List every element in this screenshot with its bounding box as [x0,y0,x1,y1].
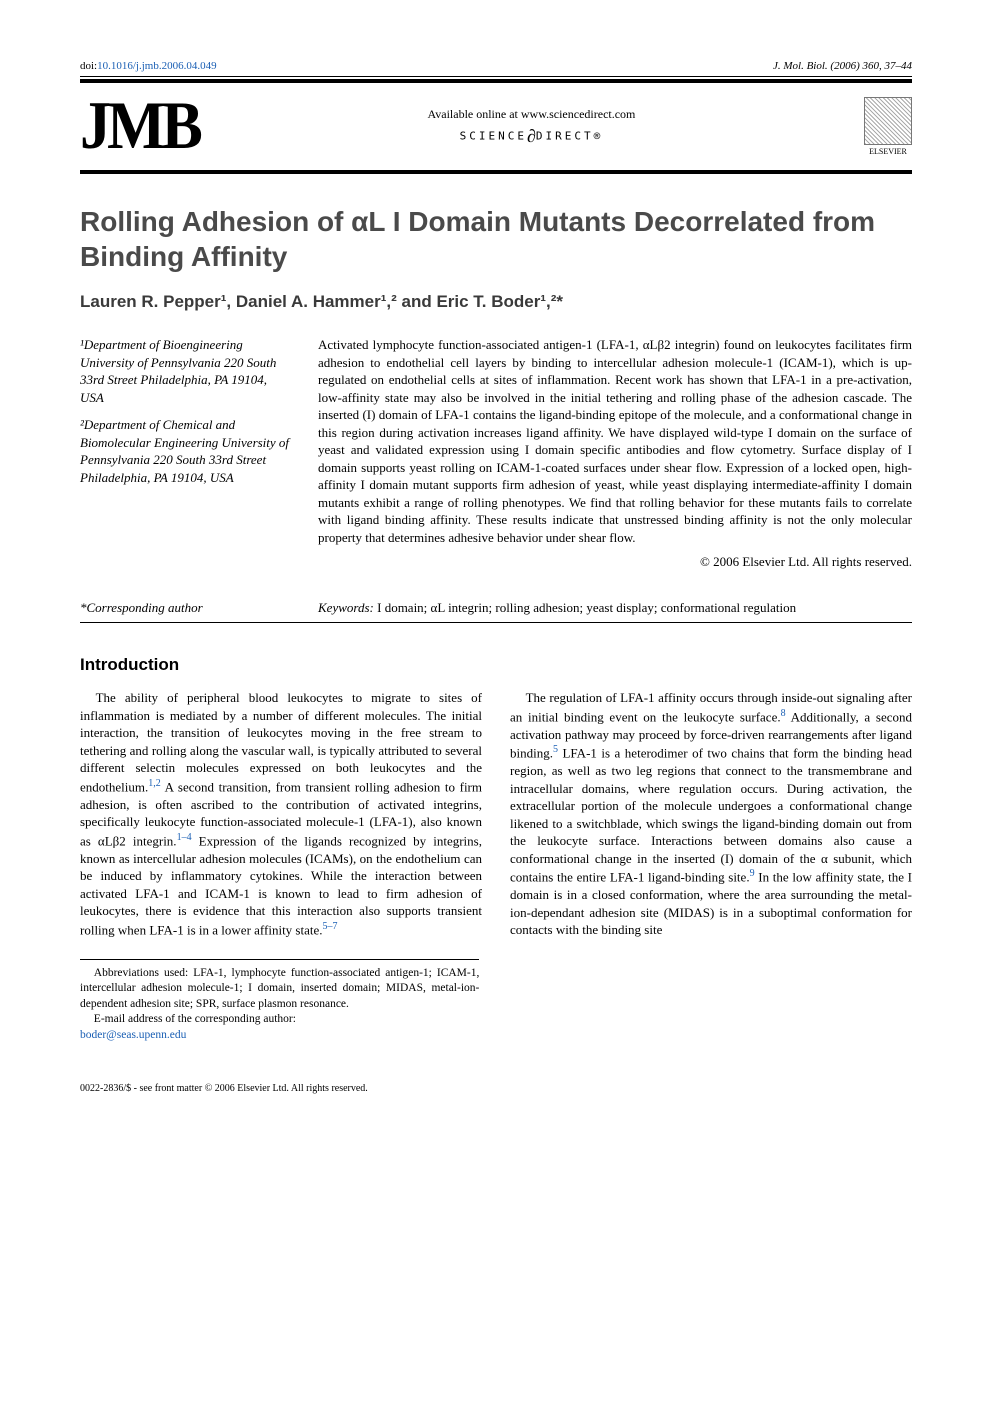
elsevier-tree-icon [864,97,912,145]
doi-prefix: doi: [80,60,97,72]
p1c: Expression of the ligands recognized by … [80,833,482,937]
footnotes: Abbreviations used: LFA-1, lymphocyte fu… [80,959,479,1044]
at-icon: ∂ [527,126,536,146]
sd-left: SCIENCE [460,129,527,142]
ref-link-3[interactable]: 5–7 [323,921,338,932]
corresponding-author-note: *Corresponding author [80,600,290,616]
email-label: E-mail address of the corresponding auth… [94,1013,296,1025]
doi-link[interactable]: 10.1016/j.jmb.2006.04.049 [97,60,216,72]
available-online-text: Available online at www.sciencedirect.co… [199,107,864,122]
abbreviations-note: Abbreviations used: LFA-1, lymphocyte fu… [80,966,479,1013]
author-list: Lauren R. Pepper¹, Daniel A. Hammer¹,² a… [80,292,912,312]
masthead: JMB Available online at www.sciencedirec… [80,79,912,174]
sd-right: DIRECT® [536,129,603,142]
keywords-row: *Corresponding author Keywords: I domain… [80,600,912,623]
article-title: Rolling Adhesion of αL I Domain Mutants … [80,204,912,274]
p2c: LFA-1 is a heterodimer of two chains tha… [510,745,912,884]
footer-copyright: 0022-2836/$ - see front matter © 2006 El… [80,1083,912,1094]
keywords: Keywords: I domain; αL integrin; rolling… [318,600,912,616]
elsevier-logo: ELSEVIER [864,97,912,156]
abstract-text: Activated lymphocyte function-associated… [318,337,912,545]
keywords-label: Keywords: [318,600,374,615]
affiliation-1: ¹Department of Bioengineering University… [80,336,290,406]
science-direct-logo: SCIENCE∂DIRECT® [199,126,864,147]
affiliation-2: ²Department of Chemical and Biomolecular… [80,416,290,486]
abstract: Activated lymphocyte function-associated… [318,336,912,570]
masthead-center: Available online at www.sciencedirect.co… [199,107,864,147]
jmb-logo: JMB [80,87,199,165]
meta-block: ¹Department of Bioengineering University… [80,336,912,570]
ref-link-2[interactable]: 1–4 [177,832,192,843]
doi-header: doi:10.1016/j.jmb.2006.04.049 J. Mol. Bi… [80,60,912,77]
copyright-line: © 2006 Elsevier Ltd. All rights reserved… [318,553,912,571]
body-text: The ability of peripheral blood leukocyt… [80,689,912,939]
doi-line: doi:10.1016/j.jmb.2006.04.049 [80,60,217,72]
corresponding-email-link[interactable]: boder@seas.upenn.edu [80,1029,186,1041]
email-note: E-mail address of the corresponding auth… [80,1012,479,1043]
introduction-heading: Introduction [80,655,912,675]
affiliations: ¹Department of Bioengineering University… [80,336,290,570]
intro-para-1: The ability of peripheral blood leukocyt… [80,689,482,939]
elsevier-label: ELSEVIER [864,147,912,156]
journal-reference: J. Mol. Biol. (2006) 360, 37–44 [773,60,912,72]
ref-link-1[interactable]: 1,2 [148,778,161,789]
intro-para-2: The regulation of LFA-1 affinity occurs … [510,689,912,939]
keywords-list: I domain; αL integrin; rolling adhesion;… [374,600,796,615]
